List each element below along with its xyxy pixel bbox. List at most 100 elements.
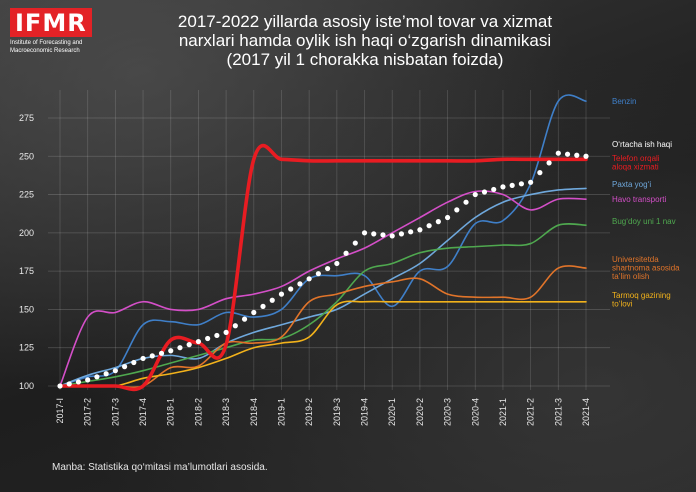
x-tick-label: 2019-3 [332, 398, 342, 426]
data-point [472, 191, 478, 198]
x-tick-label: 2018-4 [249, 398, 259, 426]
logo-subtitle-line1: Institute of Forecasting and [10, 40, 83, 46]
data-point-interp [66, 381, 72, 387]
x-tick-label: 2019-1 [276, 398, 286, 426]
data-point-interp [297, 281, 303, 287]
series-bug-doy-uni-1-nav [59, 223, 587, 387]
data-point-interp [352, 240, 358, 246]
data-point-interp [518, 181, 525, 187]
y-tick-label: 225 [19, 190, 34, 200]
data-point [140, 355, 146, 362]
series-label-bug-doy-uni-1-nav: Bug‘doy uni 1 nav [612, 217, 676, 226]
data-point [417, 227, 423, 233]
x-tick-label: 2021-3 [553, 398, 563, 426]
x-tick-label: 2017-4 [138, 398, 148, 426]
chart-title-line1: 2017-2022 yillarda asosiy iste’mol tovar… [177, 12, 553, 31]
data-point-interp [454, 207, 460, 213]
x-tick-label: 2018-3 [221, 398, 231, 426]
y-tick-label: 175 [19, 266, 34, 276]
data-point-interp [426, 223, 432, 229]
data-point-interp [149, 353, 155, 359]
series-telefon-orqali-aloqa-xizmati [58, 143, 588, 392]
y-tick-label: 125 [19, 343, 34, 353]
x-tick-label: 2018-2 [193, 398, 203, 426]
x-tick-label: 2021-4 [581, 398, 591, 426]
data-point-interp [435, 219, 441, 225]
data-point [361, 230, 368, 236]
data-point-interp [103, 371, 109, 377]
data-point [168, 348, 174, 354]
data-point-interp [481, 189, 488, 195]
data-point-interp [564, 151, 571, 157]
data-point-interp [537, 170, 543, 176]
series-label-paxta-yog-i: Paxta yog‘i [612, 180, 651, 189]
data-point [389, 233, 395, 239]
data-point-interp [288, 286, 294, 292]
x-tick-label: 2019-2 [304, 398, 314, 426]
data-point-interp [94, 374, 100, 380]
data-point [306, 276, 312, 282]
y-tick-label: 275 [19, 113, 34, 123]
logo-subtitle: Institute of Forecasting and Macroeconom… [10, 39, 122, 55]
series-universitetda-shartnoma-asosida-ta-lim-olish [59, 265, 587, 389]
x-tick-label: 2020-1 [387, 398, 397, 426]
data-point [278, 291, 285, 297]
data-point-interp [398, 231, 405, 237]
series-labels: Benzin Paxta yog‘i Bug‘doy uni 1 nav Univer… [612, 97, 680, 309]
x-tick-label: 2020-2 [415, 398, 425, 426]
data-point-interp [121, 364, 128, 370]
data-point-interp [269, 297, 275, 303]
data-point-interp [325, 265, 331, 272]
data-point [334, 260, 340, 267]
grid-lines [48, 90, 610, 390]
data-point-interp [186, 342, 192, 348]
data-point [85, 377, 91, 383]
data-point-interp [380, 232, 386, 238]
data-point-interp [241, 316, 248, 322]
y-tick-label: 150 [19, 304, 34, 314]
data-point [112, 368, 118, 374]
data-point-interp [408, 229, 414, 235]
series-label-telefon-orqali-aloqa-xizmati: Telefon orqali aloqa xizmati [612, 154, 660, 172]
series-tarmoq-gazining-to-lovi [59, 300, 587, 388]
series-benzin [59, 94, 587, 387]
data-point [444, 214, 451, 221]
data-point-interp [214, 332, 220, 339]
source-note: Manba: Statistika qo‘mitasi ma’lumotlari… [52, 462, 268, 473]
data-point-interp [177, 345, 183, 351]
data-point-interp [491, 186, 497, 193]
data-point [251, 309, 257, 316]
data-point-interp [463, 199, 469, 205]
data-point [500, 184, 506, 190]
data-point [528, 179, 534, 185]
data-point-interp [546, 160, 552, 166]
x-tick-label: 2017-2 [83, 398, 93, 426]
y-tick-label: 100 [19, 381, 34, 391]
x-tick-label: 2021-1 [498, 398, 508, 426]
series-label-o-rtacha-ish-haqi: O‘rtacha ish haqi [612, 140, 672, 149]
data-point [57, 383, 63, 389]
x-tick-label: 2017-I [55, 398, 65, 424]
x-tick-label: 2021-2 [526, 398, 536, 426]
x-tick-label: 2020-3 [443, 398, 453, 426]
logo-subtitle-line2: Macroeconomic Research [10, 48, 80, 54]
y-tick-label: 250 [19, 151, 34, 161]
data-point [583, 153, 589, 159]
data-point [223, 329, 229, 335]
series-label-benzin: Benzin [612, 97, 636, 106]
chart-title: 2017-2022 yillarda asosiy iste’mol tovar… [130, 12, 600, 69]
data-point-interp [343, 250, 349, 256]
series-label-universitetda-shartnoma-asosida-ta-lim-olish: Universitetda shartnoma asosida ta’lim oli… [612, 255, 680, 281]
data-point-interp [315, 271, 321, 277]
x-tick-label: 2017-3 [110, 398, 120, 426]
y-axis-ticks: 100 125 150 175 200 225 250 275 [19, 113, 34, 391]
series-lines [57, 94, 589, 392]
series-havo-transporti [59, 190, 587, 387]
data-point [555, 150, 561, 156]
data-point-interp [371, 231, 377, 237]
series-o-rtacha-ish-haqi [57, 150, 589, 389]
data-point [195, 338, 202, 345]
y-tick-label: 200 [19, 228, 34, 238]
